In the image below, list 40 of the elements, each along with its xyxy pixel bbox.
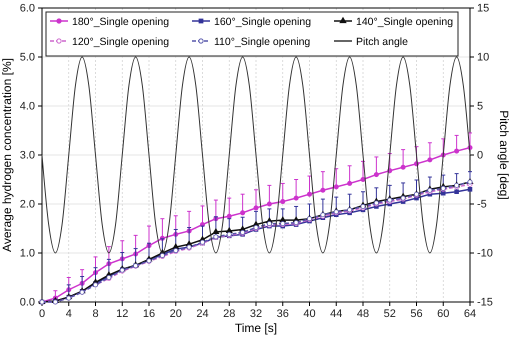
x-tick-label: 44 xyxy=(330,308,342,320)
y2-tick-label: 5 xyxy=(477,100,484,113)
x-tick-label: 56 xyxy=(410,308,423,320)
x-tick-label: 52 xyxy=(384,308,396,320)
y-axis-title: Average hydrogen concentration [%] xyxy=(0,58,14,252)
y-tick-label: 1.0 xyxy=(20,248,35,260)
x-tick-label: 64 xyxy=(464,308,476,320)
x-tick-label: 40 xyxy=(303,308,316,320)
y2-tick-label: -15 xyxy=(477,296,493,309)
legend-label: 140°_Single opening xyxy=(356,16,454,28)
y2-tick-label: -10 xyxy=(477,248,493,260)
x-tick-label: 4 xyxy=(66,308,72,320)
y-tick-label: 5.0 xyxy=(20,52,35,64)
x-tick-label: 16 xyxy=(142,308,156,320)
y-tick-label: 6.0 xyxy=(20,2,35,15)
y-tick-label: 3.0 xyxy=(20,150,35,162)
x-tick-label: 24 xyxy=(196,308,209,320)
x-tick-label: 8 xyxy=(92,308,99,320)
x-tick-label: 0 xyxy=(38,308,46,320)
x-tick-label: 32 xyxy=(250,308,262,320)
y2-axis-title: Pitch angle [deg] xyxy=(497,110,511,200)
y-tick-label: 4.0 xyxy=(20,100,35,113)
legend-label: 160°_Single opening xyxy=(214,16,312,28)
y-tick-label: 0.0 xyxy=(20,296,35,309)
legend-label: 180°_Single opening xyxy=(72,16,170,28)
y-tick-label: 2.0 xyxy=(20,198,35,211)
y2-tick-label: 0 xyxy=(477,150,484,162)
x-tick-label: 28 xyxy=(223,308,236,320)
x-tick-label: 12 xyxy=(116,308,128,320)
x-tick-label: 60 xyxy=(437,308,450,320)
legend-label: 120°_Single opening xyxy=(72,36,170,48)
legend-label: 110°_Single opening xyxy=(214,36,310,48)
x-tick-label: 20 xyxy=(170,308,182,320)
y2-tick-label: 15 xyxy=(477,2,490,15)
x-axis-title: Time [s] xyxy=(234,321,278,335)
legend-label: Pitch angle xyxy=(356,36,408,48)
x-tick-label: 36 xyxy=(276,308,289,320)
y2-tick-label: 10 xyxy=(477,52,490,64)
x-tick-label: 48 xyxy=(356,308,370,320)
y2-tick-label: -5 xyxy=(477,198,487,211)
